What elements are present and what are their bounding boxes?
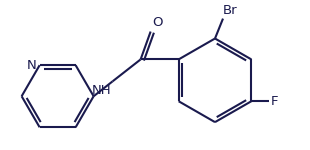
Text: F: F (270, 95, 278, 108)
Text: O: O (153, 16, 163, 28)
Text: N: N (27, 59, 37, 72)
Text: NH: NH (92, 84, 112, 97)
Text: Br: Br (223, 4, 238, 17)
